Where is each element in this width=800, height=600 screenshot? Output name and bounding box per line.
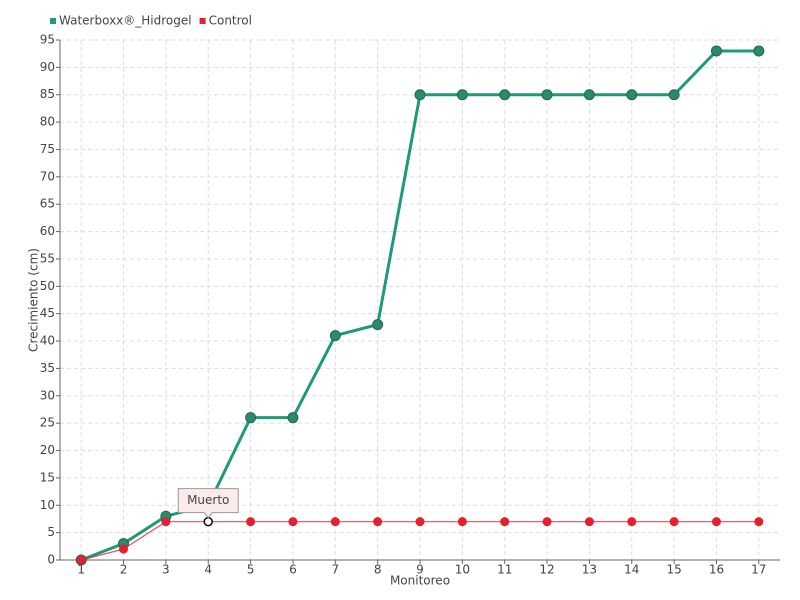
data-point: [754, 517, 764, 527]
data-point: [329, 330, 341, 342]
y-tick-label: 70: [40, 169, 55, 183]
x-tick-label: 14: [624, 563, 639, 577]
data-point: [287, 412, 299, 424]
data-point: [753, 45, 765, 57]
data-point: [288, 517, 298, 527]
x-tick-label: 12: [539, 563, 554, 577]
annotation-text: Muerto: [187, 493, 229, 507]
data-point: [626, 89, 638, 101]
y-tick-label: 95: [40, 33, 55, 47]
y-tick-label: 85: [40, 87, 55, 101]
y-tick-label: 60: [40, 224, 55, 238]
x-tick-label: 13: [582, 563, 597, 577]
annotation-box: [177, 488, 239, 519]
y-tick-label: 55: [40, 251, 55, 265]
y-tick-label: 40: [40, 334, 55, 348]
x-tick-label: 10: [455, 563, 470, 577]
x-tick-label: 3: [162, 563, 170, 577]
y-tick-label: 10: [40, 498, 55, 512]
data-point: [499, 89, 511, 101]
x-tick-label: 15: [666, 563, 681, 577]
y-tick-label: 25: [40, 416, 55, 430]
y-tick-label: 30: [40, 388, 55, 402]
data-point: [245, 412, 257, 424]
y-tick-label: 80: [40, 115, 55, 129]
data-point: [414, 89, 426, 101]
data-point: [627, 517, 637, 527]
data-point: [457, 517, 467, 527]
x-tick-label: 7: [331, 563, 339, 577]
x-tick-label: 8: [374, 563, 382, 577]
data-point: [456, 89, 468, 101]
y-tick-label: 35: [40, 361, 55, 375]
x-tick-label: 17: [751, 563, 766, 577]
x-tick-label: 1: [77, 563, 85, 577]
x-tick-label: 5: [247, 563, 255, 577]
data-point: [500, 517, 510, 527]
x-tick-label: 16: [709, 563, 724, 577]
data-point: [710, 45, 722, 57]
data-point: [668, 89, 680, 101]
data-point: [203, 516, 213, 527]
data-point: [584, 517, 594, 527]
x-tick-label: 9: [416, 563, 424, 577]
y-tick-label: 90: [40, 60, 55, 74]
data-point: [541, 89, 553, 101]
data-point: [542, 517, 552, 527]
data-point: [246, 517, 256, 527]
data-point: [119, 544, 129, 554]
y-tick-label: 65: [40, 197, 55, 211]
y-tick-label: 5: [47, 525, 55, 539]
x-tick-label: 6: [289, 563, 297, 577]
x-tick-label: 4: [204, 563, 212, 577]
y-axis-label: Crecimiento (cm): [27, 248, 41, 352]
legend-label: Control: [209, 14, 252, 28]
legend-swatch: [50, 18, 56, 24]
data-point: [415, 517, 425, 527]
y-tick-label: 0: [47, 553, 55, 567]
data-point: [76, 555, 86, 565]
y-tick-label: 45: [40, 306, 55, 320]
data-point: [372, 319, 384, 331]
y-tick-label: 50: [40, 279, 55, 293]
data-point: [711, 517, 721, 527]
data-point: [583, 89, 595, 101]
data-point: [161, 517, 171, 527]
y-tick-label: 15: [40, 470, 55, 484]
data-point: [330, 517, 340, 527]
x-tick-label: 2: [120, 563, 128, 577]
x-axis-label: Monitoreo: [390, 574, 450, 588]
legend-label: Waterboxx®_Hidrogel: [59, 14, 192, 28]
legend-swatch: [199, 18, 206, 24]
x-tick-label: 11: [497, 563, 512, 577]
data-point: [373, 517, 383, 527]
y-tick-label: 75: [40, 142, 55, 156]
data-point: [669, 517, 679, 527]
y-tick-label: 20: [40, 443, 55, 457]
